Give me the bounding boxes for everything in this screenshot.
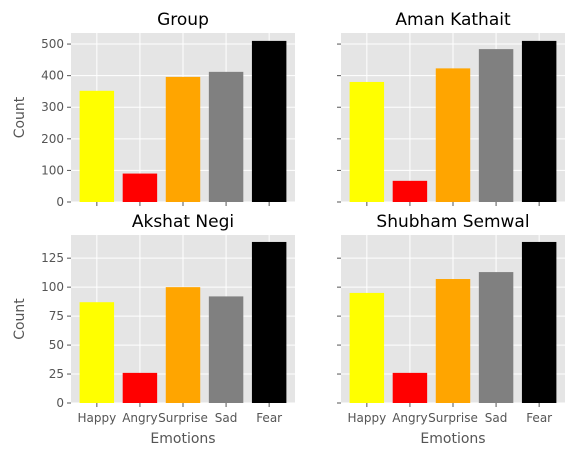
y-tick-label: 100 [41,280,64,294]
panel-title: Aman Kathait [395,10,511,30]
y-axis-label: Count [12,96,28,138]
y-tick-label: 300 [41,100,64,114]
x-tick-label: Fear [526,411,552,425]
bar-fear [521,241,557,403]
x-tick-label: Sad [215,411,238,425]
x-tick-label: Angry [122,411,157,425]
y-axis-label: Count [12,298,28,340]
x-axis-label: Emotions [150,431,215,447]
bar-angry [392,372,428,403]
bar-angry [392,180,428,202]
bar-happy [79,90,115,202]
y-tick-label: 50 [49,338,64,352]
chart-panel-2: Aman Kathait [337,10,565,206]
bar-angry [122,372,158,403]
y-tick-label: 75 [49,309,64,323]
y-tick-label: 500 [41,37,64,51]
x-tick-label: Fear [256,411,282,425]
bar-fear [251,40,287,202]
bar-sad [478,49,514,203]
y-tick-label: 400 [41,69,64,83]
x-tick-label: Happy [77,411,116,425]
bar-surprise [435,68,471,202]
bar-fear [251,241,287,403]
panel-title: Shubham Semwal [376,212,529,232]
x-tick-label: Happy [347,411,386,425]
chart-panel-3: 0 25 50 75 100 125 Happy Angry Surprise Sad Fear Ak… [12,212,295,447]
bar-angry [122,173,158,202]
x-tick-label: Surprise [428,411,478,425]
bar-happy [349,292,385,403]
x-tick-label: Angry [392,411,427,425]
bar-fear [521,40,557,202]
bar-surprise [435,279,471,403]
x-tick-label: Surprise [158,411,208,425]
y-tick-label: 125 [41,251,64,265]
x-tick-label: Sad [485,411,508,425]
y-tick-label: 100 [41,163,64,177]
y-tick-label: 200 [41,132,64,146]
x-axis-label: Emotions [420,431,485,447]
bar-sad [208,296,244,403]
bar-surprise [165,287,201,403]
panel-title: Akshat Negi [132,212,234,232]
bar-surprise [165,76,201,202]
y-tick-label: 25 [49,367,64,381]
bar-happy [349,81,385,202]
bar-sad [208,71,244,202]
y-tick-label: 0 [56,396,64,410]
chart-panel-1: 0 100 200 300 400 500 Group Count [12,10,295,209]
panel-title: Group [157,10,209,30]
bar-sad [478,272,514,403]
bar-happy [79,302,115,403]
y-tick-label: 0 [56,195,64,209]
chart-panel-4: Happy Angry Surprise Sad Fear Shubham Semwal E… [337,212,565,447]
